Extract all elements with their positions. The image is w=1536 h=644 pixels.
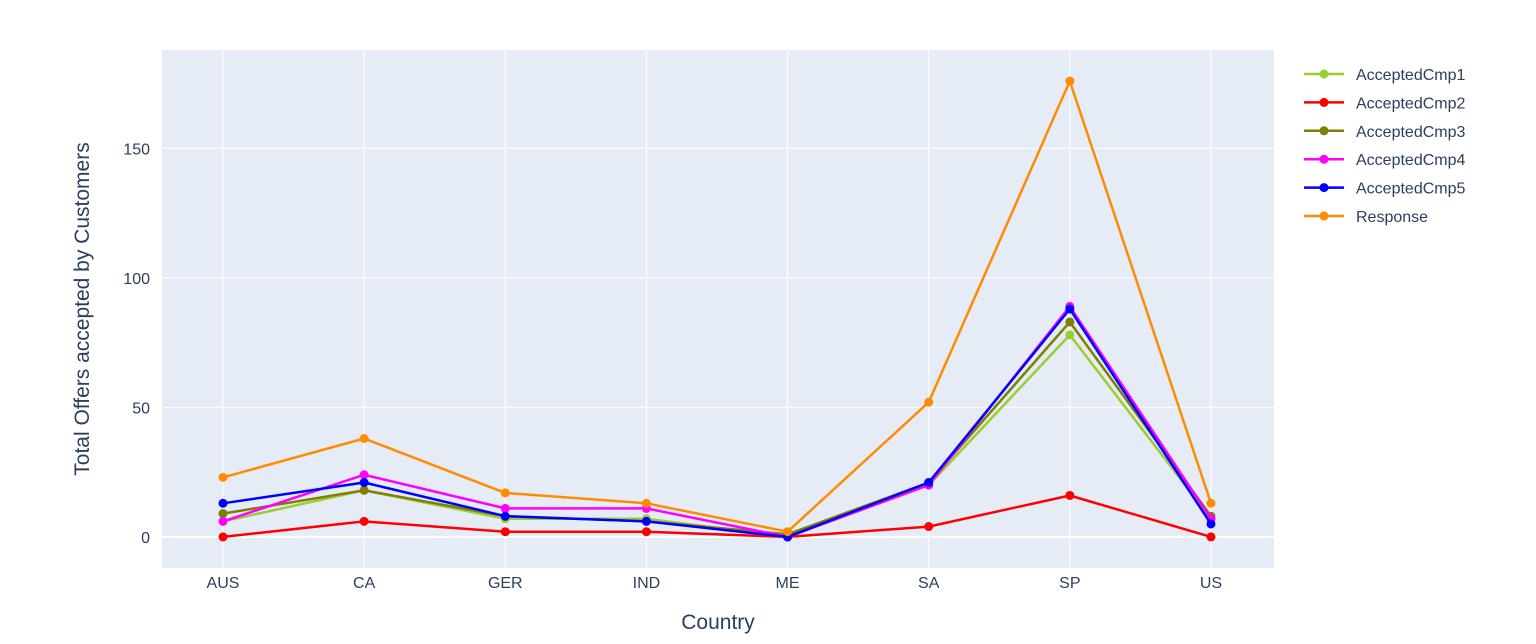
legend-label: Response bbox=[1356, 209, 1428, 226]
x-tick-label: IND bbox=[633, 575, 661, 592]
series-line bbox=[222, 307, 1213, 539]
legend-item[interactable]: AcceptedCmp5 bbox=[1304, 181, 1465, 198]
x-tick-label: SP bbox=[1059, 575, 1080, 592]
series-response bbox=[218, 76, 1216, 537]
legend-marker bbox=[1319, 69, 1329, 79]
data-point bbox=[783, 527, 793, 537]
data-point bbox=[500, 511, 510, 521]
legend-label: AcceptedCmp1 bbox=[1356, 67, 1465, 84]
data-point bbox=[1206, 498, 1216, 508]
data-point bbox=[1206, 532, 1216, 542]
x-axis-ticks: AUS CA GER IND ME SA SP US bbox=[207, 575, 1223, 592]
legend-item[interactable]: AcceptedCmp4 bbox=[1304, 152, 1465, 169]
x-tick-label: ME bbox=[776, 575, 800, 592]
data-point bbox=[218, 472, 228, 482]
data-point bbox=[924, 522, 934, 532]
series-line bbox=[222, 494, 1212, 539]
data-point bbox=[1065, 317, 1075, 327]
legend-item[interactable]: AcceptedCmp3 bbox=[1304, 124, 1465, 141]
x-tick-label: CA bbox=[353, 575, 376, 592]
data-point bbox=[1206, 519, 1216, 529]
data-point bbox=[218, 532, 228, 542]
y-axis-title: Total Offers accepted by Customers bbox=[71, 142, 94, 475]
data-point bbox=[500, 527, 510, 537]
legend-item[interactable]: AcceptedCmp1 bbox=[1304, 67, 1465, 84]
series-line bbox=[222, 320, 1213, 536]
x-tick-label: GER bbox=[488, 575, 523, 592]
x-axis-title: Country bbox=[681, 611, 755, 634]
legend-marker bbox=[1319, 183, 1329, 193]
y-tick-label: 150 bbox=[123, 141, 150, 158]
data-point bbox=[924, 478, 934, 488]
data-point bbox=[924, 397, 934, 407]
data-point bbox=[359, 434, 369, 443]
x-tick-label: US bbox=[1200, 575, 1222, 592]
series-acceptedcmp2 bbox=[218, 490, 1216, 542]
data-point bbox=[641, 527, 651, 537]
plot-area bbox=[162, 50, 1274, 568]
grid bbox=[162, 50, 1274, 568]
series-acceptedcmp5 bbox=[218, 304, 1216, 542]
data-point bbox=[359, 516, 369, 526]
data-point bbox=[500, 488, 510, 498]
data-point bbox=[218, 516, 228, 526]
data-point bbox=[1065, 76, 1075, 86]
data-point bbox=[218, 498, 228, 508]
data-point bbox=[359, 478, 369, 488]
data-point bbox=[1065, 490, 1075, 500]
legend-label: AcceptedCmp3 bbox=[1356, 124, 1465, 141]
y-tick-label: 0 bbox=[141, 530, 150, 547]
y-axis-ticks: 0 50 100 150 bbox=[123, 141, 150, 547]
data-point bbox=[500, 503, 510, 513]
x-tick-label: SA bbox=[918, 575, 940, 592]
legend-marker bbox=[1319, 126, 1329, 136]
legend-marker bbox=[1319, 154, 1329, 164]
x-tick-label: AUS bbox=[207, 575, 240, 592]
y-tick-label: 100 bbox=[123, 271, 150, 288]
legend-label: AcceptedCmp5 bbox=[1356, 181, 1465, 198]
legend-marker bbox=[1319, 97, 1329, 107]
data-point bbox=[218, 509, 228, 519]
series-layer bbox=[218, 76, 1216, 542]
data-point bbox=[359, 470, 369, 480]
legend[interactable]: AcceptedCmp1 AcceptedCmp2 AcceptedCmp3 Acce… bbox=[1304, 67, 1465, 226]
data-point bbox=[641, 498, 651, 508]
data-point bbox=[359, 485, 369, 495]
legend-item[interactable]: Response bbox=[1304, 209, 1428, 226]
legend-label: AcceptedCmp2 bbox=[1356, 95, 1465, 112]
y-tick-label: 50 bbox=[132, 400, 150, 417]
data-point bbox=[641, 516, 651, 526]
legend-label: AcceptedCmp4 bbox=[1356, 152, 1465, 169]
data-point bbox=[1065, 304, 1075, 314]
data-point bbox=[1065, 330, 1075, 340]
legend-item[interactable]: AcceptedCmp2 bbox=[1304, 95, 1465, 112]
series-line bbox=[222, 79, 1213, 533]
legend-marker bbox=[1319, 211, 1329, 221]
